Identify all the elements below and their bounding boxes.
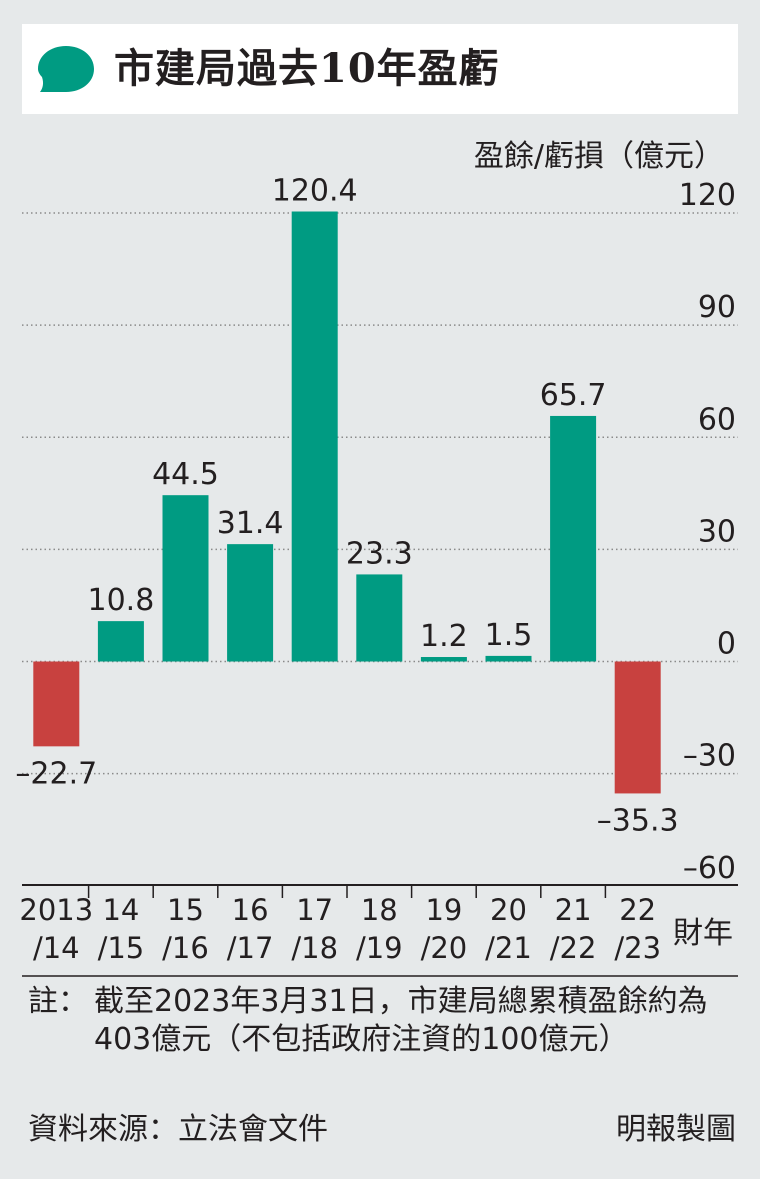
x-tick-label: /16	[162, 931, 209, 965]
bar	[485, 655, 532, 662]
bar	[420, 657, 467, 662]
bar	[614, 661, 661, 794]
y-tick-label: –60	[683, 851, 736, 886]
x-tick-label: 22	[619, 893, 656, 927]
bar	[550, 415, 597, 662]
data-label: 31.4	[217, 506, 284, 541]
x-tick-label: 16	[232, 893, 269, 927]
x-tick-label: /23	[614, 931, 661, 965]
y-tick-label: 90	[698, 290, 736, 325]
x-tick-label: 14	[102, 893, 139, 927]
x-tick-label: /19	[356, 931, 403, 965]
x-tick-label: 20	[490, 893, 527, 927]
y-tick-label: 0	[717, 627, 736, 662]
speech-bubble-icon	[38, 46, 94, 92]
bar-chart: 盈餘/虧損（億元） –22.7 10.8 44.5 31.4 120.4 23.3 1.2 1…	[15, 139, 738, 977]
x-tick-label: 15	[167, 893, 204, 927]
credit-text: 明報製圖	[616, 1112, 736, 1147]
data-label: 1.5	[485, 618, 533, 653]
note-text: 截至2023年3月31日，市建局總累積盈餘約為403億元（不包括政府注資的100…	[94, 984, 708, 1057]
x-tick-label: /18	[291, 931, 338, 965]
chart-title: 市建局過去10年盈虧	[114, 45, 500, 92]
y-tick-label: 30	[698, 514, 736, 549]
data-label: –35.3	[597, 803, 679, 838]
x-tick-label: 19	[425, 893, 462, 927]
data-label: 44.5	[152, 457, 219, 492]
y-tick-label: 60	[698, 402, 736, 437]
bar	[33, 661, 80, 747]
x-tick-label: /14	[33, 931, 80, 965]
x-tick-label: 2013	[19, 893, 93, 927]
bar	[162, 495, 209, 662]
title-bar: 市建局過去10年盈虧	[22, 24, 738, 114]
data-label: 10.8	[88, 583, 155, 618]
y-tick-label: –30	[683, 739, 736, 774]
x-tick-label: /21	[485, 931, 532, 965]
x-tick-label: 21	[555, 893, 592, 927]
y-axis-label: 盈餘/虧損（億元）	[474, 139, 724, 174]
bar	[356, 574, 403, 662]
note-label: 註：	[28, 984, 88, 1019]
data-label: 120.4	[272, 174, 358, 209]
data-label: 1.2	[420, 619, 468, 654]
x-tick-label: 18	[361, 893, 398, 927]
x-tick-label: /17	[227, 931, 274, 965]
source-text: 資料來源：立法會文件	[28, 1112, 328, 1147]
y-tick-label: 120	[679, 178, 736, 213]
bar	[97, 621, 144, 662]
x-tick-label: 17	[296, 893, 333, 927]
x-tick-label: /20	[421, 931, 468, 965]
x-axis-label: 財年	[673, 916, 733, 951]
data-label: 23.3	[346, 536, 413, 571]
data-label: 65.7	[540, 378, 607, 413]
bar	[227, 544, 274, 662]
x-tick-label: /15	[98, 931, 145, 965]
data-label: –22.7	[15, 756, 97, 791]
bar	[291, 211, 338, 662]
x-tick-label: /22	[550, 931, 597, 965]
